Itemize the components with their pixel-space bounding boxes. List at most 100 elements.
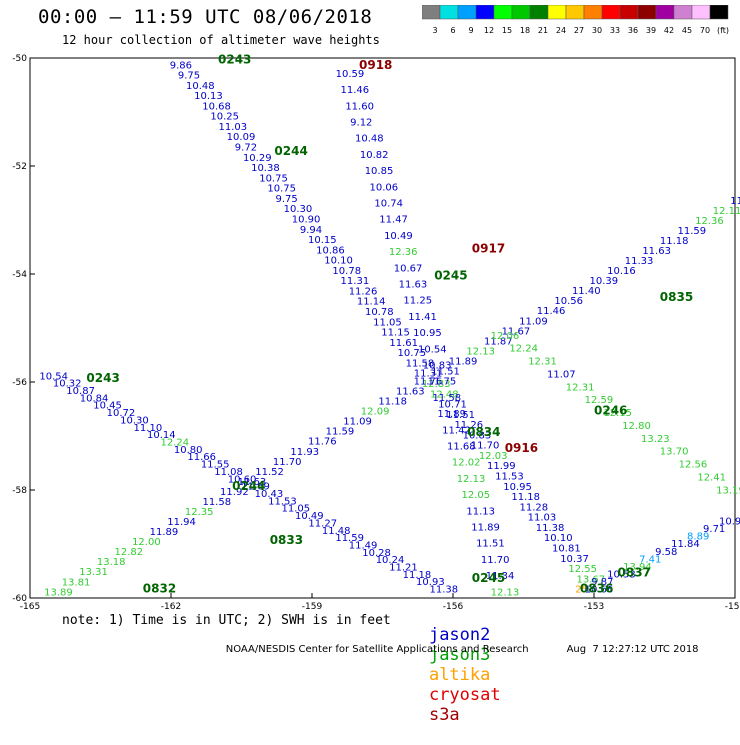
- swh-value-label: 11.48: [322, 526, 351, 537]
- swh-value-label: 11.33: [730, 196, 740, 207]
- swh-value-label: 11.68: [447, 442, 476, 453]
- swh-value-label: 12.83: [422, 379, 451, 390]
- swh-value-label: 11.51: [476, 539, 505, 550]
- colorbar-swatch: [511, 5, 531, 20]
- colorbar-swatch: [475, 5, 495, 20]
- swh-value-label: 10.54: [39, 371, 68, 382]
- swh-value-label: 11.13: [466, 506, 495, 517]
- swh-value-label: 10.78: [365, 307, 394, 318]
- swh-value-label: 10.67: [394, 263, 423, 274]
- swh-value-label: 11.89: [437, 409, 466, 420]
- swh-value-label: 11.09: [343, 417, 372, 428]
- swh-value-label: 10.14: [147, 430, 176, 441]
- swh-value-label: 11.87: [484, 336, 513, 347]
- swh-value-label: 10.75: [398, 348, 427, 359]
- lat-tick-label: -60: [12, 594, 27, 604]
- map-frame: [29, 57, 736, 599]
- swh-value-label: 11.14: [357, 297, 386, 308]
- colorbar-swatch: [691, 5, 711, 20]
- swh-value-label: 11.05: [282, 504, 311, 515]
- colorbar-label: 45: [682, 26, 692, 35]
- swh-value-label: 10.84: [80, 393, 109, 404]
- wave-height-map: -50 -52 -54 -56 -58 -60-165 -162 -159 -156 -153 -1…: [12, 52, 740, 612]
- swh-value-label: 11.70: [481, 555, 510, 566]
- swh-value-label: 11.70: [273, 457, 302, 468]
- colorbar-swatch: [673, 5, 693, 20]
- swh-value-label: 10.29: [243, 153, 272, 164]
- swh-value-label: 11.46: [537, 306, 566, 317]
- colorbar-swatch: [457, 5, 477, 20]
- pass-time-label: 0243: [86, 371, 119, 385]
- pass-time-label: 0244: [232, 479, 265, 493]
- swh-value-label: 10.13: [194, 91, 223, 102]
- colorbar-label: 12: [484, 26, 494, 35]
- swh-value-label: 11.89: [471, 523, 500, 534]
- colorbar-swatch: [583, 5, 603, 20]
- swh-value-label: 12.41: [697, 472, 726, 483]
- pass-time-label: 0245: [472, 571, 505, 585]
- pass-time-label: 0243: [218, 52, 251, 66]
- swh-value-label: 10.54: [418, 344, 447, 355]
- swh-value-label: 10.24: [376, 555, 405, 566]
- satellite-legend: jason2 jason3 altika cryosat s3a: [388, 605, 508, 745]
- swh-value-label: 11.63: [238, 477, 267, 488]
- swh-value-label: 11.89: [150, 527, 179, 538]
- swh-value-label: 12.82: [114, 547, 143, 558]
- swh-value-label: 12.80: [622, 421, 651, 432]
- swh-value-label: 10.72: [107, 408, 136, 419]
- swh-value-label: 11.26: [349, 286, 378, 297]
- swh-value-label: 11.15: [381, 328, 410, 339]
- colorbar-label: 33: [610, 26, 620, 35]
- colorbar-label: 21: [538, 26, 548, 35]
- pass-time-label: 0917: [472, 241, 505, 255]
- swh-value-label: 10.48: [186, 81, 215, 92]
- colorbar-label: 6: [450, 26, 455, 35]
- swh-value-label: 13.70: [660, 447, 689, 458]
- swh-value-label: 11.47: [379, 215, 408, 226]
- swh-value-label: 13.67: [576, 574, 605, 585]
- swh-value-label: 10.09: [227, 132, 256, 143]
- swh-value-label: 12.02: [452, 458, 481, 469]
- swh-value-label: 10.28: [362, 548, 391, 559]
- swh-value-label: 11.41: [408, 312, 437, 323]
- swh-value-label: 10.95: [503, 482, 532, 493]
- swh-value-label: 11.67: [502, 326, 531, 337]
- swh-value-label: 10.75: [267, 184, 296, 195]
- swh-value-label: 12.11: [713, 206, 740, 217]
- swh-value-label: 11.03: [528, 513, 557, 524]
- swh-value-label: 10.53: [607, 569, 636, 580]
- units-note: note: 1) Time is in UTC; 2) SWH is in fe…: [62, 613, 391, 628]
- colorbar-label: (ft): [717, 26, 729, 35]
- swh-value-label: 11.03: [219, 122, 248, 133]
- swh-value-label: 11.31: [414, 369, 443, 380]
- swh-value-label: 9.58: [655, 547, 677, 558]
- swh-value-label: 12.59: [585, 395, 614, 406]
- swh-value-label: 10.48: [355, 134, 384, 145]
- swh-value-label: 11.42: [442, 425, 471, 436]
- swh-value-label: 10.71: [438, 400, 467, 411]
- colorbar-label: 18: [520, 26, 530, 35]
- swh-value-label: 10.15: [308, 235, 337, 246]
- swh-value-label: 11.89: [449, 356, 478, 367]
- swh-value-label: 10.78: [332, 266, 361, 277]
- swh-value-label: 12.48: [430, 389, 459, 400]
- swh-value-label: 11.08: [214, 467, 243, 478]
- swh-value-label: 10.90: [292, 214, 321, 225]
- swh-value-label: 10.75: [259, 173, 288, 184]
- swh-value-label: 11.75: [428, 377, 457, 388]
- swh-value-label: 10.87: [66, 386, 95, 397]
- swh-value-label: 10.66: [585, 585, 614, 596]
- pass-time-label: 0918: [359, 58, 392, 72]
- swh-value-label: 11.94: [167, 517, 196, 528]
- colorbar-swatch: [709, 5, 729, 20]
- swh-value-label: 11.09: [519, 316, 548, 327]
- pass-time-label: 0837: [618, 565, 651, 579]
- swh-value-label: 10.10: [324, 256, 353, 267]
- swh-value-label: 13.18: [97, 557, 126, 568]
- swh-value-label: 10.49: [384, 231, 413, 242]
- swh-value-label: 10.83: [463, 430, 492, 441]
- colorbar-label: 24: [556, 26, 566, 35]
- swh-value-label: 12.24: [509, 344, 538, 355]
- swh-value-label: 9.71: [703, 524, 725, 535]
- colorbar-swatch: [529, 5, 549, 20]
